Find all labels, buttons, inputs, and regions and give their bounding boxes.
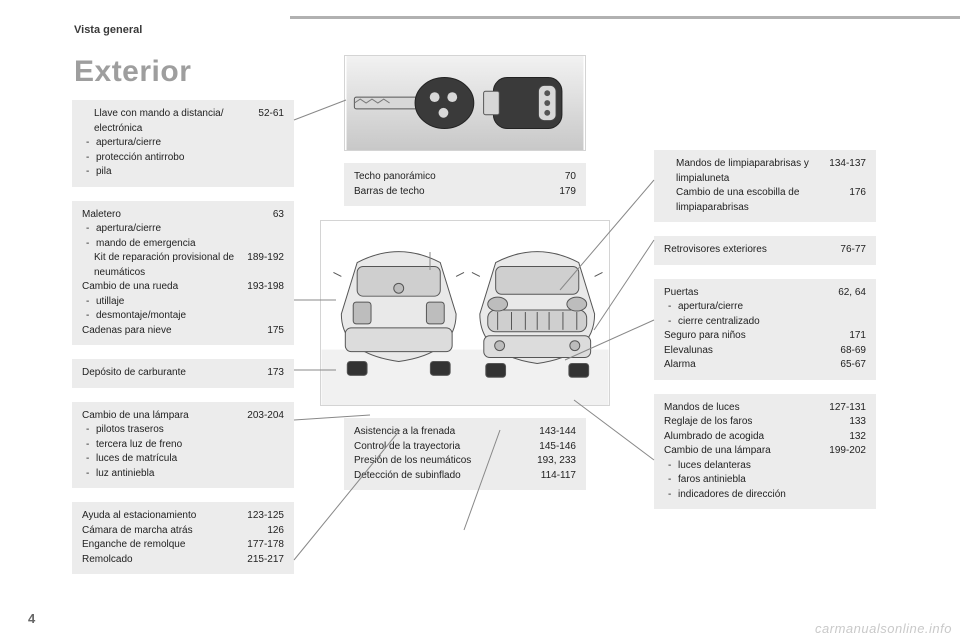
entry-bullet: pilotos traseros <box>82 423 284 438</box>
entry-label: Elevalunas <box>664 344 840 359</box>
entry-bullet: apertura/cierre <box>82 222 284 237</box>
breadcrumb: Vista general <box>74 24 142 36</box>
right-column: Mandos de limpiaparabrisas y limpialunet… <box>654 150 876 523</box>
entry-label: Reglaje de los faros <box>664 415 849 430</box>
entry-page: 215-217 <box>247 553 284 568</box>
entry-page: 193-198 <box>247 280 284 295</box>
entry-page: 70 <box>565 170 576 185</box>
entry-page: 127-131 <box>829 401 866 416</box>
entry-label: Barras de techo <box>354 185 559 200</box>
page-title: Exterior <box>74 55 191 89</box>
info-box: Mandos de luces127-131Reglaje de los far… <box>654 394 876 510</box>
entry-label: Enganche de remolque <box>82 538 247 553</box>
entry-label: Cámara de marcha atrás <box>82 524 267 539</box>
info-box: Llave con mando a distancia/ electrónica… <box>72 100 294 187</box>
entry-page: 203-204 <box>247 409 284 424</box>
entry-bullet: desmontaje/montaje <box>82 309 284 324</box>
entry-bullet: faros antiniebla <box>664 473 866 488</box>
entry-page: 173 <box>267 366 284 381</box>
entry-page: 145-146 <box>539 440 576 455</box>
entry-label: Kit de reparación provisional de neumáti… <box>82 251 247 280</box>
entry-label: Cambio de una escobilla de limpiaparabri… <box>664 186 849 215</box>
info-box: Maletero63apertura/cierremando de emerge… <box>72 201 294 346</box>
entry-page: 63 <box>273 208 284 223</box>
entry-label: Seguro para niños <box>664 329 849 344</box>
car-front-rear-illustration <box>320 220 610 406</box>
entry-label: Detección de subinflado <box>354 469 541 484</box>
manual-page: Vista general Exterior Llave con mando a… <box>0 0 960 640</box>
entry-bullet: apertura/cierre <box>82 136 284 151</box>
entry-page: 143-144 <box>539 425 576 440</box>
center-box-braking: Asistencia a la frenada143-144Control de… <box>344 418 586 490</box>
entry-label: Retrovisores exteriores <box>664 243 840 258</box>
entry-bullet: cierre centralizado <box>664 315 866 330</box>
entry-label: Puertas <box>664 286 838 301</box>
page-number: 4 <box>28 611 35 626</box>
entry-label: Remolcado <box>82 553 247 568</box>
entry-label: Presión de los neumáticos <box>354 454 537 469</box>
center-column: Techo panorámico70 Barras de techo179 <box>320 55 610 504</box>
entry-page: 114-117 <box>541 469 576 484</box>
entry-page: 62, 64 <box>838 286 866 301</box>
entry-page: 179 <box>559 185 576 200</box>
entry-page: 52-61 <box>258 107 284 136</box>
entry-bullet: pila <box>82 165 284 180</box>
info-box: Mandos de limpiaparabrisas y limpialunet… <box>654 150 876 222</box>
entry-label: Cambio de una lámpara <box>82 409 247 424</box>
header-stripe <box>0 16 960 19</box>
entry-label: Cambio de una rueda <box>82 280 247 295</box>
entry-bullet: mando de emergencia <box>82 237 284 252</box>
entry-page: 133 <box>849 415 866 430</box>
left-column: Llave con mando a distancia/ electrónica… <box>72 100 294 588</box>
entry-label: Cadenas para nieve <box>82 324 267 339</box>
entry-label: Depósito de carburante <box>82 366 267 381</box>
info-box: Depósito de carburante173 <box>72 359 294 388</box>
entry-label: Mandos de luces <box>664 401 829 416</box>
entry-label: Mandos de limpiaparabrisas y limpialunet… <box>664 157 829 186</box>
entry-label: Alarma <box>664 358 840 373</box>
entry-page: 126 <box>267 524 284 539</box>
entry-page: 68-69 <box>840 344 866 359</box>
entry-page: 189-192 <box>247 251 284 280</box>
entry-bullet: luces delanteras <box>664 459 866 474</box>
entry-bullet: luz antiniebla <box>82 467 284 482</box>
entry-bullet: utillaje <box>82 295 284 310</box>
remote-key-illustration <box>344 55 586 151</box>
entry-label: Asistencia a la frenada <box>354 425 539 440</box>
info-box: Retrovisores exteriores76-77 <box>654 236 876 265</box>
watermark: carmanualsonline.info <box>815 621 952 636</box>
entry-page: 176 <box>849 186 866 215</box>
entry-label: Techo panorámico <box>354 170 565 185</box>
center-box-roof: Techo panorámico70 Barras de techo179 <box>344 163 586 206</box>
entry-page: 65-67 <box>840 358 866 373</box>
entry-label: Ayuda al estacionamiento <box>82 509 247 524</box>
entry-bullet: luces de matrícula <box>82 452 284 467</box>
entry-page: 76-77 <box>840 243 866 258</box>
entry-page: 177-178 <box>247 538 284 553</box>
entry-page: 193, 233 <box>537 454 576 469</box>
entry-page: 199-202 <box>829 444 866 459</box>
info-box: Cambio de una lámpara203-204pilotos tras… <box>72 402 294 489</box>
entry-label: Alumbrado de acogida <box>664 430 849 445</box>
entry-label: Control de la trayectoria <box>354 440 539 455</box>
info-box: Puertas62, 64apertura/cierrecierre centr… <box>654 279 876 380</box>
entry-bullet: tercera luz de freno <box>82 438 284 453</box>
entry-page: 123-125 <box>247 509 284 524</box>
entry-label: Llave con mando a distancia/ electrónica <box>82 107 258 136</box>
entry-label: Cambio de una lámpara <box>664 444 829 459</box>
entry-bullet: protección antirrobo <box>82 151 284 166</box>
entry-label: Maletero <box>82 208 273 223</box>
info-box: Ayuda al estacionamiento123-125Cámara de… <box>72 502 294 574</box>
entry-page: 132 <box>849 430 866 445</box>
entry-page: 134-137 <box>829 157 866 186</box>
entry-bullet: apertura/cierre <box>664 300 866 315</box>
entry-page: 171 <box>849 329 866 344</box>
entry-page: 175 <box>267 324 284 339</box>
entry-bullet: indicadores de dirección <box>664 488 866 503</box>
